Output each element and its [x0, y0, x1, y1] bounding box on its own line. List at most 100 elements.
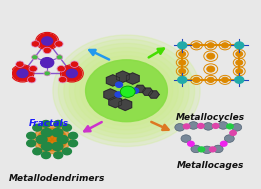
FancyArrowPatch shape	[84, 122, 102, 131]
Circle shape	[222, 43, 228, 48]
Circle shape	[27, 132, 35, 139]
Circle shape	[236, 51, 243, 57]
Circle shape	[236, 69, 243, 74]
Circle shape	[207, 66, 215, 72]
Circle shape	[233, 124, 241, 131]
FancyArrowPatch shape	[89, 50, 109, 60]
Polygon shape	[142, 88, 153, 95]
Circle shape	[71, 62, 78, 67]
Circle shape	[132, 88, 139, 93]
Circle shape	[235, 42, 244, 49]
Circle shape	[41, 142, 52, 151]
Polygon shape	[126, 73, 139, 84]
Circle shape	[13, 66, 32, 81]
Polygon shape	[109, 96, 122, 108]
Polygon shape	[135, 85, 146, 92]
Circle shape	[32, 55, 37, 59]
Circle shape	[57, 135, 68, 144]
Circle shape	[63, 124, 72, 131]
Circle shape	[179, 69, 186, 74]
Circle shape	[69, 140, 78, 147]
Circle shape	[69, 47, 184, 134]
Circle shape	[37, 33, 57, 49]
Circle shape	[41, 121, 50, 127]
Circle shape	[36, 135, 47, 144]
Circle shape	[115, 92, 122, 97]
Circle shape	[58, 66, 64, 71]
Polygon shape	[119, 99, 132, 110]
Polygon shape	[116, 71, 129, 82]
Circle shape	[207, 53, 215, 59]
Circle shape	[86, 60, 167, 122]
Circle shape	[188, 141, 194, 146]
Circle shape	[58, 39, 195, 142]
Circle shape	[203, 147, 211, 153]
Circle shape	[121, 86, 135, 97]
Circle shape	[37, 128, 67, 151]
Circle shape	[60, 77, 66, 82]
Circle shape	[193, 43, 200, 48]
Circle shape	[17, 69, 28, 77]
Polygon shape	[106, 75, 119, 86]
Circle shape	[75, 52, 178, 130]
Circle shape	[176, 124, 184, 131]
Circle shape	[116, 82, 122, 87]
Circle shape	[64, 43, 189, 138]
Circle shape	[17, 62, 23, 67]
Circle shape	[227, 124, 233, 129]
Polygon shape	[104, 89, 117, 100]
Text: Metallocycles: Metallocycles	[176, 112, 245, 122]
Circle shape	[33, 148, 42, 155]
Circle shape	[66, 69, 77, 77]
Circle shape	[57, 55, 62, 59]
Polygon shape	[148, 91, 159, 98]
Circle shape	[182, 135, 190, 142]
Circle shape	[62, 66, 82, 81]
Circle shape	[41, 58, 54, 67]
Circle shape	[207, 77, 214, 82]
Circle shape	[189, 122, 198, 129]
Circle shape	[32, 42, 39, 46]
Text: Metallodendrimers: Metallodendrimers	[9, 174, 105, 184]
Circle shape	[45, 71, 50, 75]
Circle shape	[30, 66, 37, 71]
Circle shape	[53, 35, 200, 146]
Circle shape	[56, 42, 62, 46]
Circle shape	[214, 146, 222, 152]
Circle shape	[193, 77, 200, 82]
Circle shape	[192, 146, 200, 152]
Circle shape	[183, 124, 190, 129]
FancyArrowPatch shape	[149, 49, 164, 57]
Circle shape	[221, 141, 227, 146]
Circle shape	[33, 124, 42, 131]
Circle shape	[41, 129, 52, 137]
Circle shape	[44, 48, 50, 53]
Circle shape	[52, 129, 63, 137]
Circle shape	[54, 152, 63, 159]
Circle shape	[27, 140, 35, 147]
Circle shape	[204, 123, 212, 130]
Circle shape	[52, 142, 63, 151]
Circle shape	[209, 147, 216, 152]
Text: Fractals: Fractals	[28, 119, 68, 128]
FancyArrowPatch shape	[151, 122, 169, 130]
Circle shape	[28, 77, 35, 82]
Circle shape	[230, 131, 236, 135]
Text: Metallocages: Metallocages	[177, 161, 244, 170]
Circle shape	[41, 131, 63, 148]
Circle shape	[41, 152, 50, 159]
Circle shape	[225, 135, 234, 142]
Circle shape	[178, 77, 187, 83]
Circle shape	[207, 43, 214, 48]
Circle shape	[236, 60, 243, 65]
Circle shape	[42, 37, 53, 45]
Circle shape	[198, 147, 205, 152]
Circle shape	[33, 125, 71, 154]
Circle shape	[179, 51, 186, 57]
Circle shape	[54, 121, 63, 127]
Circle shape	[235, 77, 244, 83]
Circle shape	[179, 60, 186, 65]
Circle shape	[63, 148, 72, 155]
Circle shape	[178, 42, 187, 49]
Circle shape	[222, 77, 228, 82]
